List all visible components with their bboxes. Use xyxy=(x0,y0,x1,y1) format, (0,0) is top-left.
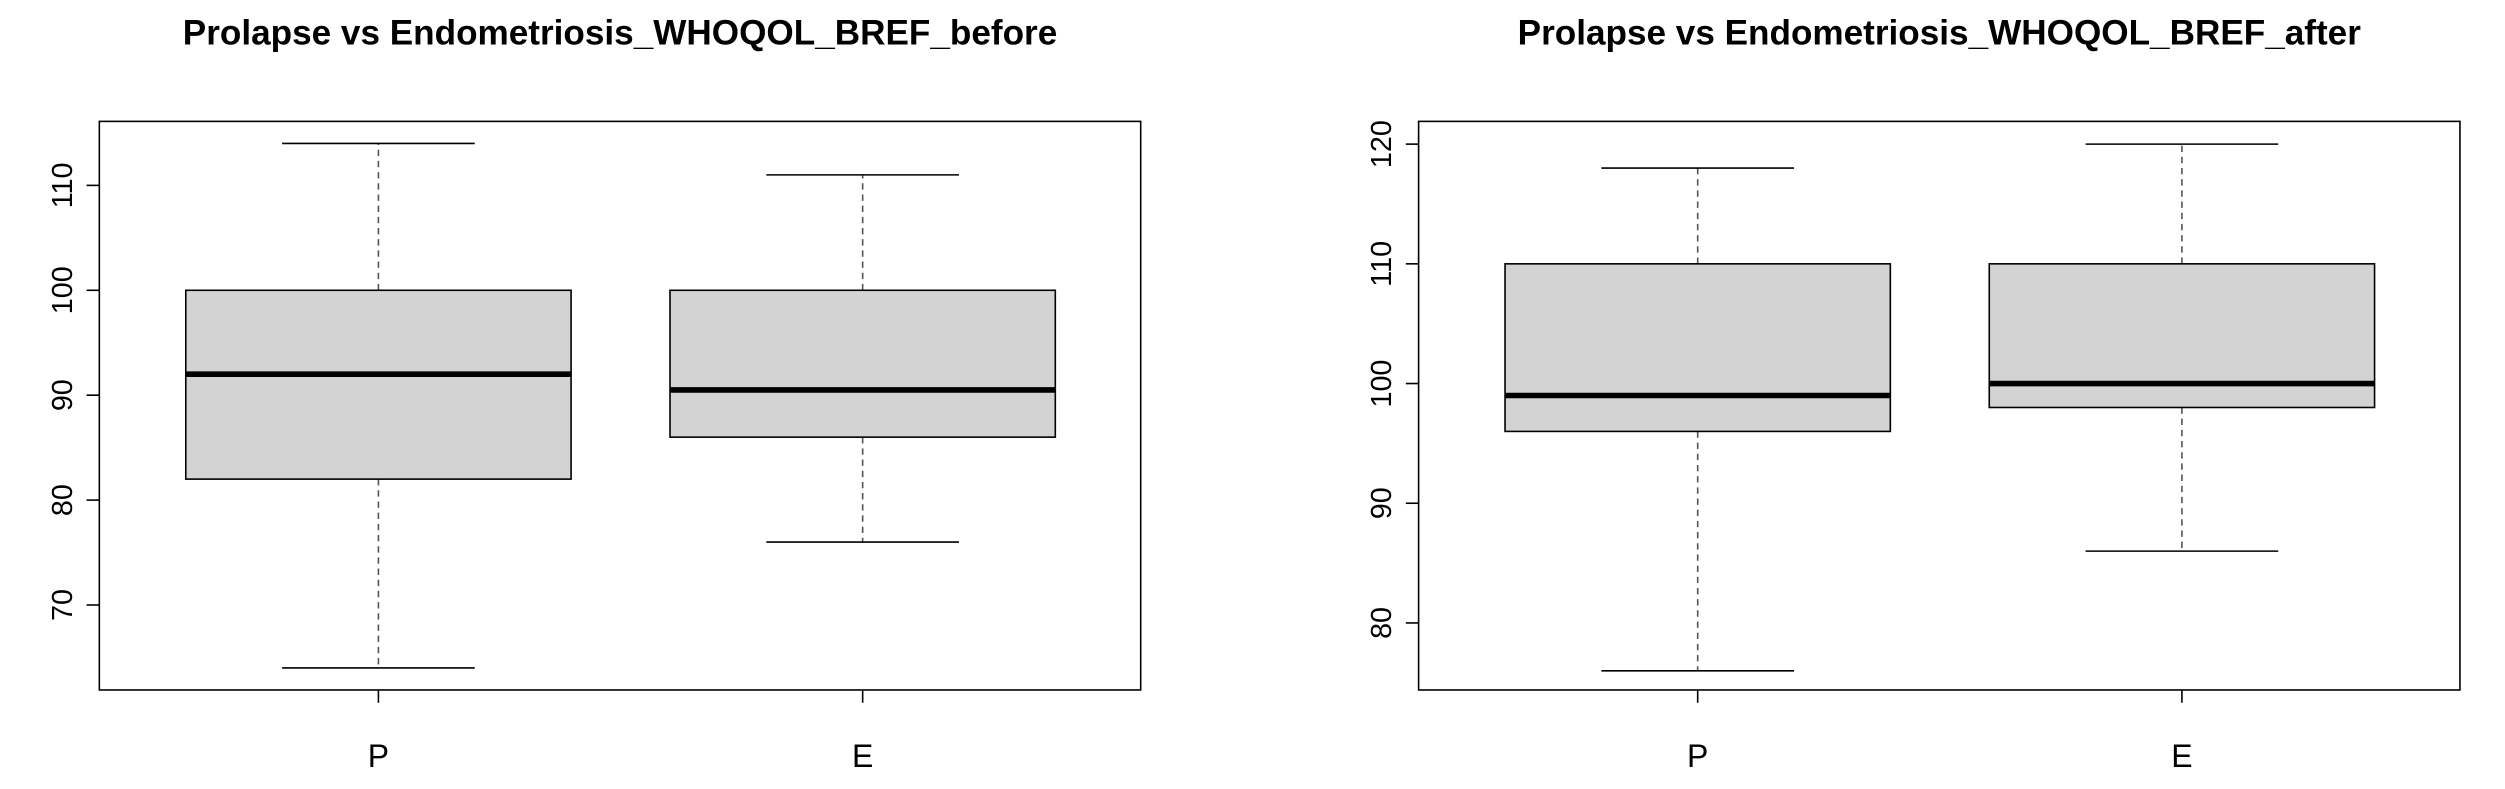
y-tick-label: 110 xyxy=(1366,241,1398,287)
x-tick-label: P xyxy=(1687,738,1708,774)
y-tick-label: 90 xyxy=(1366,487,1398,519)
y-tick-label: 100 xyxy=(1366,360,1398,408)
y-tick-label: 70 xyxy=(47,589,79,621)
box xyxy=(1504,263,1892,433)
x-tick-label: P xyxy=(368,738,389,774)
y-tick-label: 110 xyxy=(47,162,79,208)
box xyxy=(669,289,1057,438)
y-tick-label: 90 xyxy=(47,379,79,411)
y-tick-label: 120 xyxy=(1366,120,1398,168)
y-tick-label: 80 xyxy=(47,484,79,516)
chart-title: Prolapse vs Endometriosis_WHOQOL_BREF_af… xyxy=(1518,13,2362,52)
plot-frame xyxy=(98,120,1142,691)
y-tick-label: 100 xyxy=(47,266,79,314)
box xyxy=(184,289,572,480)
y-tick-label: 80 xyxy=(1366,607,1398,639)
x-tick-label: E xyxy=(852,738,873,774)
chart-title: Prolapse vs Endometriosis_WHOQOL_BREF_be… xyxy=(183,13,1057,52)
plot-frame xyxy=(1417,120,2461,691)
x-tick-label: E xyxy=(2171,738,2192,774)
